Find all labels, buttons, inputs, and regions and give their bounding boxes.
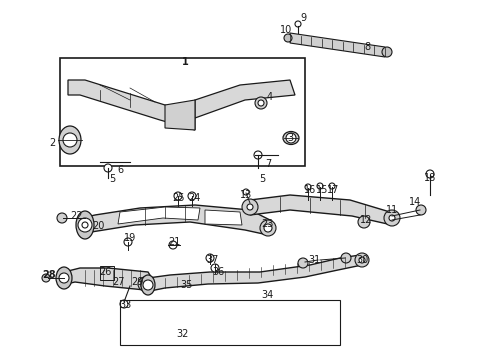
- Circle shape: [341, 253, 351, 263]
- Text: 30: 30: [356, 255, 368, 265]
- Text: 13: 13: [240, 190, 252, 200]
- Text: 20: 20: [92, 221, 104, 231]
- Text: 25: 25: [172, 193, 184, 203]
- Text: 36: 36: [212, 267, 224, 277]
- Text: 5: 5: [109, 174, 115, 184]
- Circle shape: [104, 164, 112, 172]
- Circle shape: [426, 170, 434, 178]
- Text: 34: 34: [261, 290, 273, 300]
- Circle shape: [78, 218, 92, 232]
- Bar: [120, 300, 340, 345]
- Polygon shape: [290, 33, 385, 57]
- Text: 4: 4: [267, 92, 273, 102]
- Circle shape: [255, 97, 267, 109]
- Text: 33: 33: [119, 300, 131, 310]
- Circle shape: [142, 281, 148, 287]
- Circle shape: [298, 258, 308, 268]
- Circle shape: [358, 216, 370, 228]
- Circle shape: [317, 183, 323, 189]
- Circle shape: [284, 34, 292, 42]
- Ellipse shape: [59, 126, 81, 154]
- Circle shape: [82, 222, 88, 228]
- Text: 2: 2: [49, 138, 55, 148]
- Text: 7: 7: [265, 159, 271, 169]
- Circle shape: [260, 220, 276, 236]
- Polygon shape: [145, 255, 362, 292]
- Polygon shape: [250, 195, 392, 225]
- Polygon shape: [118, 207, 200, 224]
- Circle shape: [174, 192, 182, 200]
- Text: 37: 37: [206, 255, 218, 265]
- Polygon shape: [82, 205, 270, 235]
- Bar: [100, 266, 114, 280]
- Circle shape: [305, 184, 311, 190]
- Ellipse shape: [76, 211, 94, 239]
- Circle shape: [188, 192, 196, 200]
- Polygon shape: [165, 100, 195, 130]
- Text: 35: 35: [180, 280, 192, 290]
- Circle shape: [355, 253, 369, 267]
- Text: 27: 27: [112, 277, 124, 287]
- Circle shape: [295, 21, 301, 27]
- Text: 23: 23: [261, 219, 273, 229]
- Polygon shape: [205, 210, 242, 225]
- Circle shape: [63, 133, 77, 147]
- Text: 5: 5: [259, 174, 265, 184]
- Text: 3: 3: [287, 133, 293, 143]
- Polygon shape: [62, 268, 155, 290]
- Text: 1: 1: [182, 57, 188, 67]
- Circle shape: [247, 204, 253, 210]
- Text: 29: 29: [131, 277, 143, 287]
- Ellipse shape: [283, 131, 299, 144]
- Bar: [60, 58, 305, 166]
- Text: 26: 26: [99, 267, 111, 277]
- Circle shape: [382, 47, 392, 57]
- Circle shape: [264, 224, 272, 232]
- Text: 8: 8: [364, 42, 370, 52]
- Text: 22: 22: [70, 211, 82, 221]
- Text: 16: 16: [304, 185, 316, 195]
- Circle shape: [329, 183, 335, 189]
- Text: 14: 14: [409, 197, 421, 207]
- Circle shape: [359, 257, 365, 263]
- Ellipse shape: [56, 267, 72, 289]
- Text: 17: 17: [327, 185, 339, 195]
- Circle shape: [169, 241, 177, 249]
- Text: 32: 32: [176, 329, 188, 339]
- Text: 24: 24: [188, 193, 200, 203]
- Circle shape: [138, 277, 152, 291]
- Circle shape: [286, 133, 296, 143]
- Text: 12: 12: [360, 215, 372, 225]
- Circle shape: [384, 210, 400, 226]
- Text: 11: 11: [386, 205, 398, 215]
- Circle shape: [59, 273, 69, 283]
- Circle shape: [120, 300, 128, 308]
- Circle shape: [416, 205, 426, 215]
- Text: 28: 28: [42, 270, 56, 280]
- Text: 18: 18: [424, 173, 436, 183]
- Circle shape: [242, 199, 258, 215]
- Text: 31: 31: [308, 255, 320, 265]
- Polygon shape: [68, 80, 195, 130]
- Polygon shape: [195, 80, 295, 118]
- Text: 15: 15: [316, 185, 328, 195]
- Circle shape: [211, 264, 219, 272]
- Circle shape: [124, 238, 132, 246]
- Circle shape: [389, 215, 395, 221]
- Circle shape: [143, 280, 153, 290]
- Text: 9: 9: [300, 13, 306, 23]
- Text: 10: 10: [280, 25, 292, 35]
- Circle shape: [57, 213, 67, 223]
- Ellipse shape: [141, 275, 155, 295]
- Circle shape: [254, 151, 262, 159]
- Text: 19: 19: [124, 233, 136, 243]
- Text: 21: 21: [168, 237, 180, 247]
- Text: 6: 6: [117, 165, 123, 175]
- Circle shape: [243, 189, 249, 195]
- Circle shape: [42, 274, 50, 282]
- Circle shape: [206, 254, 214, 262]
- Circle shape: [258, 100, 264, 106]
